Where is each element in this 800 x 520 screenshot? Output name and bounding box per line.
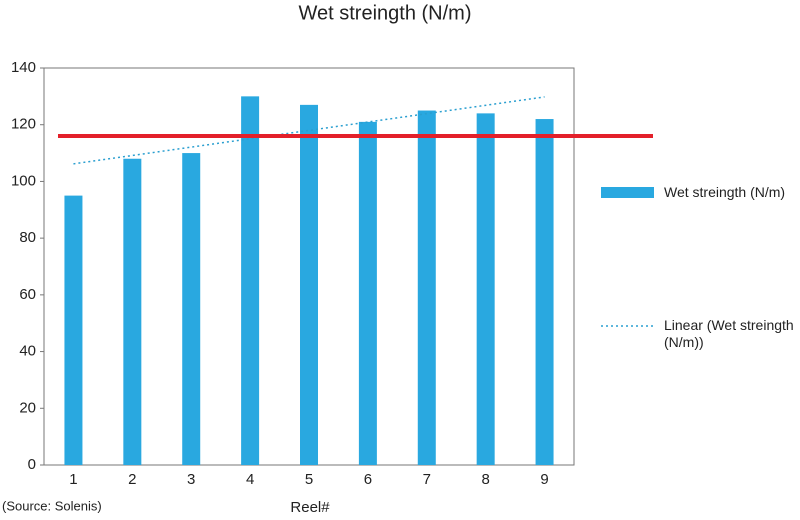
x-tick-label: 1 <box>69 471 77 488</box>
bar <box>182 153 201 466</box>
x-tick-label: 5 <box>305 471 313 488</box>
y-tick-label: 80 <box>19 229 36 246</box>
legend-label: Wet streingth (N/m) <box>664 184 786 200</box>
legend-label: Linear (Wet streingth (N/m)) <box>664 317 794 350</box>
y-tick-label: 60 <box>19 286 36 303</box>
bar <box>358 121 377 465</box>
bar <box>535 119 554 466</box>
bar <box>64 195 83 465</box>
x-tick-label: 3 <box>187 471 195 488</box>
y-tick-label: 40 <box>19 343 36 360</box>
bar <box>300 104 318 465</box>
x-axis-label: Reel# <box>290 499 330 516</box>
y-tick-label: 100 <box>11 172 36 189</box>
bar <box>241 96 260 465</box>
y-tick-label: 20 <box>19 399 36 416</box>
x-tick-label: 6 <box>364 471 372 488</box>
x-tick-label: 9 <box>540 471 548 488</box>
x-tick-label: 2 <box>128 471 136 488</box>
chart-title: Wet streingth (N/m) <box>299 2 472 24</box>
trend-line <box>73 96 545 165</box>
source-note: (Source: Solenis) <box>2 498 102 513</box>
x-tick-label: 4 <box>246 471 254 488</box>
y-tick-label: 0 <box>28 456 36 473</box>
bar <box>417 110 436 466</box>
x-tick-label: 8 <box>481 471 489 488</box>
bar <box>123 158 142 465</box>
legend-swatch-bar <box>601 187 654 198</box>
y-tick-label: 120 <box>11 116 36 133</box>
bar <box>476 113 495 465</box>
x-tick-label: 7 <box>423 471 431 488</box>
y-tick-label: 140 <box>11 59 36 76</box>
